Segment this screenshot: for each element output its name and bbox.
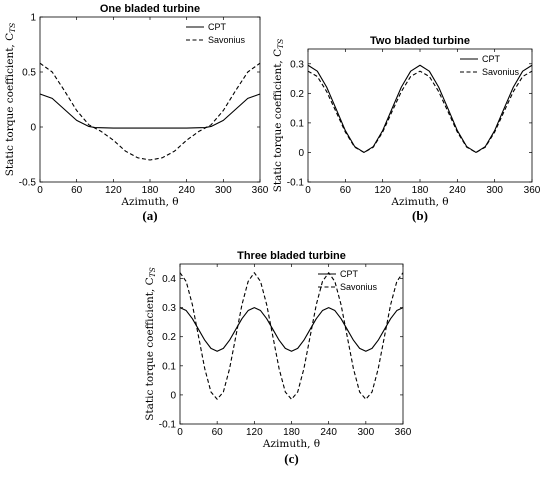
y-tick-label: -0.1 — [287, 178, 305, 189]
legend: CPT Savonius — [186, 22, 246, 45]
x-tick-label: 120 — [374, 185, 391, 196]
x-tick-label: 240 — [178, 185, 195, 196]
series-line-cpt — [39, 93, 261, 129]
panel-b: Two bladed turbine 0 60 120 180 240 300 360 -0.1… — [272, 35, 541, 223]
x-axis-label: Azimuth, θ — [390, 196, 448, 208]
panel-c: Three bladed turbine 0 60 120 180 240 300 360 -0… — [144, 250, 412, 466]
y-tick-label: 0.2 — [290, 89, 304, 100]
legend-label: CPT — [340, 269, 359, 279]
y-tick-label: -0.5 — [19, 178, 37, 189]
x-axis-label: Azimuth, θ — [262, 438, 320, 450]
x-tick-label: 0 — [305, 185, 311, 196]
x-tick-label: 240 — [449, 185, 466, 196]
legend-label: Savonius — [482, 67, 520, 77]
legend: CPT Savonius — [318, 269, 378, 292]
panel-caption: (c) — [284, 451, 298, 466]
y-axis-label: Static torque coefficient, CTS — [272, 39, 285, 193]
panel-caption: (b) — [412, 208, 428, 223]
x-tick-label: 360 — [524, 185, 541, 196]
legend-label: Savonius — [208, 35, 246, 45]
x-tick-label: 300 — [486, 185, 503, 196]
y-tick-label: 1 — [30, 13, 36, 24]
x-tick-label: 180 — [283, 427, 300, 438]
chart-title: One bladed turbine — [100, 3, 200, 15]
y-tick-label: 0.4 — [162, 274, 176, 285]
y-tick-label: 0.1 — [162, 361, 176, 372]
x-tick-label: 0 — [37, 185, 43, 196]
y-tick-label: 0 — [30, 123, 36, 134]
x-tick-label: 180 — [142, 185, 159, 196]
x-tick-label: 360 — [252, 185, 269, 196]
series-line-cpt — [307, 64, 533, 153]
x-tick-label: 120 — [246, 427, 263, 438]
x-tick-label: 0 — [177, 427, 183, 438]
x-axis-label: Azimuth, θ — [120, 196, 178, 208]
chart-title: Two bladed turbine — [370, 35, 470, 47]
y-axis-label: Static torque coefficient, CTS — [4, 23, 17, 177]
panel-caption: (a) — [142, 208, 157, 223]
x-tick-label: 300 — [215, 185, 232, 196]
series-line-cpt — [179, 307, 404, 352]
legend: CPT Savonius — [460, 54, 520, 77]
y-tick-label: 0 — [298, 148, 304, 159]
legend-label: CPT — [482, 54, 501, 64]
x-tick-label: 60 — [340, 185, 352, 196]
x-tick-label: 240 — [320, 427, 337, 438]
series-line-savonius — [179, 272, 404, 400]
y-tick-label: 0.3 — [290, 59, 304, 70]
series-line-savonius — [307, 70, 533, 153]
series-line-savonius — [39, 62, 261, 161]
y-tick-label: 0.2 — [162, 332, 176, 343]
y-tick-label: -0.1 — [159, 420, 177, 431]
x-tick-label: 300 — [357, 427, 374, 438]
y-tick-label: 0.5 — [22, 68, 36, 79]
x-tick-label: 120 — [105, 185, 122, 196]
x-tick-label: 60 — [71, 185, 83, 196]
legend-label: Savonius — [340, 282, 378, 292]
y-tick-label: 0.1 — [290, 118, 304, 129]
x-tick-label: 180 — [412, 185, 429, 196]
panel-a: One bladed turbine 0 60 120 180 240 300 360 -0.5… — [4, 3, 269, 223]
y-tick-label: 0.3 — [162, 303, 176, 314]
y-axis-label: Static torque coefficient, CTS — [144, 267, 157, 421]
y-tick-label: 0 — [170, 390, 176, 401]
x-tick-label: 360 — [395, 427, 412, 438]
chart-title: Three bladed turbine — [237, 250, 346, 262]
x-tick-label: 60 — [212, 427, 224, 438]
legend-label: CPT — [208, 22, 227, 32]
